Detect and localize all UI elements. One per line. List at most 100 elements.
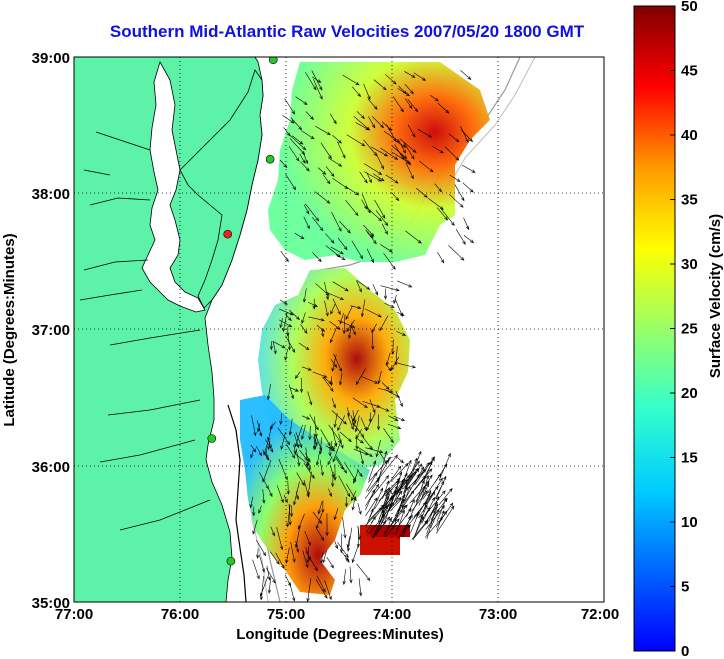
velocity-arrow	[383, 428, 394, 444]
velocity-arrow	[272, 340, 286, 349]
velocity-arrow	[302, 288, 307, 303]
velocity-arrow	[403, 468, 427, 493]
velocity-arrow	[371, 323, 377, 334]
velocity-arrow	[333, 353, 342, 373]
velocity-arrow	[375, 152, 384, 170]
velocity-arrow	[430, 95, 440, 102]
velocity-arrow	[340, 549, 349, 562]
velocity-arrow	[383, 252, 396, 270]
velocity-arrow	[304, 530, 311, 546]
velocity-arrow	[391, 339, 395, 355]
velocity-arrow	[288, 504, 292, 526]
velocity-arrow	[315, 512, 323, 530]
colorbar-tick-label: 45	[681, 63, 698, 80]
velocity-arrow	[346, 527, 353, 552]
velocity-arrow	[263, 441, 269, 456]
velocity-arrow	[305, 72, 317, 91]
velocity-arrow	[314, 416, 318, 439]
velocity-arrow	[287, 333, 292, 351]
velocity-arrow	[392, 96, 404, 113]
velocity-arrow	[331, 410, 347, 425]
velocity-arrow	[380, 285, 400, 292]
velocity-arrow	[320, 142, 332, 160]
velocity-arrow	[463, 235, 475, 244]
velocity-arrow	[319, 459, 324, 477]
velocity-arrow	[360, 417, 368, 432]
velocity-arrow	[308, 316, 325, 322]
velocity-arrow	[417, 128, 433, 138]
velocity-arrow	[302, 366, 312, 371]
velocity-arrow	[337, 141, 346, 159]
velocity-arrow	[462, 164, 476, 173]
velocity-arrow	[314, 191, 331, 204]
velocity-arrow	[328, 157, 343, 167]
velocity-arrow	[312, 371, 328, 378]
velocity-arrow	[349, 566, 353, 584]
velocity-arrow	[332, 298, 341, 316]
x-tick-label: 77:00	[55, 606, 93, 623]
colorbar-tick-label: 0	[681, 643, 689, 659]
velocity-arrow	[365, 483, 380, 507]
velocity-arrow	[252, 559, 260, 580]
velocity-arrow	[301, 415, 311, 420]
velocity-arrow	[329, 113, 337, 125]
velocity-arrow	[402, 471, 417, 489]
velocity-arrow	[288, 384, 294, 400]
velocity-arrow	[316, 576, 326, 593]
velocity-arrow	[346, 407, 351, 417]
velocity-arrow	[267, 577, 272, 594]
velocity-arrow	[312, 298, 316, 310]
velocity-arrow	[262, 449, 270, 461]
velocity-arrow	[405, 457, 418, 488]
velocity-arrow	[371, 116, 385, 129]
velocity-arrow	[269, 551, 280, 565]
velocity-arrow	[379, 315, 389, 332]
velocity-patch-south	[240, 395, 370, 595]
velocity-arrow	[357, 525, 361, 541]
land-delmarva	[179, 69, 264, 309]
velocity-arrow	[326, 556, 334, 569]
velocity-arrow	[315, 125, 331, 136]
velocity-arrow	[404, 83, 414, 95]
velocity-arrow	[370, 504, 386, 523]
velocity-arrow	[268, 488, 273, 498]
velocity-arrow	[371, 475, 390, 498]
velocity-arrow	[377, 370, 382, 385]
velocity-arrow	[307, 391, 313, 406]
velocity-arrow	[428, 495, 440, 522]
velocity-arrow	[249, 496, 254, 509]
velocity-arrow	[380, 244, 394, 253]
velocity-arrow	[338, 475, 351, 498]
velocity-arrow	[354, 415, 360, 433]
velocity-arrow	[355, 368, 366, 386]
velocity-arrow	[406, 498, 415, 517]
velocity-arrow	[328, 447, 332, 457]
map-title: Southern Mid-Atlantic Raw Velocities 200…	[109, 22, 585, 41]
velocity-arrow	[308, 426, 312, 441]
colorbar-gradient	[633, 5, 676, 652]
velocity-arrow	[387, 423, 402, 430]
velocity-arrow	[290, 541, 296, 563]
velocity-arrow	[448, 133, 460, 143]
velocity-arrow	[266, 565, 271, 581]
velocity-arrow	[295, 96, 308, 105]
velocity-arrow	[438, 452, 451, 481]
velocity-arrow	[385, 74, 397, 85]
velocity-arrow	[345, 306, 353, 320]
velocity-arrow	[294, 232, 305, 240]
velocity-arrow	[289, 505, 294, 518]
velocity-arrow	[419, 506, 431, 524]
velocity-arrow	[353, 469, 359, 484]
velocity-arrow	[375, 439, 381, 458]
velocity-arrow	[436, 207, 448, 221]
velocity-arrow	[286, 326, 290, 337]
velocity-arrow	[432, 145, 444, 154]
velocity-arrow	[397, 486, 408, 513]
velocity-arrow	[368, 116, 376, 129]
velocity-arrow	[267, 423, 273, 442]
velocity-arrow	[381, 223, 388, 235]
velocity-arrow	[265, 447, 269, 459]
velocity-arrow	[384, 517, 392, 537]
